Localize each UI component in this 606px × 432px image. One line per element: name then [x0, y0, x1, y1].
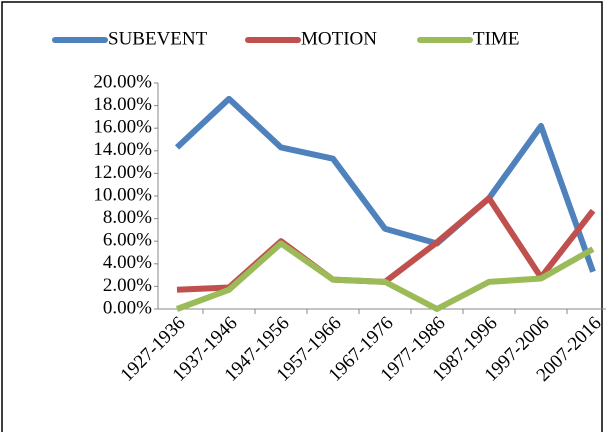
- y-tick-label: 0.00%: [103, 297, 152, 318]
- y-tick-label: 12.00%: [93, 162, 152, 183]
- y-tick-label: 2.00%: [103, 275, 152, 296]
- legend-label: TIME: [473, 28, 519, 49]
- y-tick-label: 20.00%: [93, 71, 152, 92]
- y-tick-label: 16.00%: [93, 117, 152, 138]
- y-tick-label: 8.00%: [103, 207, 152, 228]
- series-line: [175, 240, 595, 312]
- y-tick-label: 14.00%: [93, 139, 152, 160]
- series-line: [174, 95, 596, 273]
- y-tick-label: 18.00%: [93, 94, 152, 115]
- legend-label: MOTION: [301, 28, 377, 49]
- legend-label: SUBEVENT: [108, 28, 208, 49]
- y-tick-label: 4.00%: [103, 252, 152, 273]
- y-tick-label: 10.00%: [93, 184, 152, 205]
- y-tick-label: 6.00%: [103, 230, 152, 251]
